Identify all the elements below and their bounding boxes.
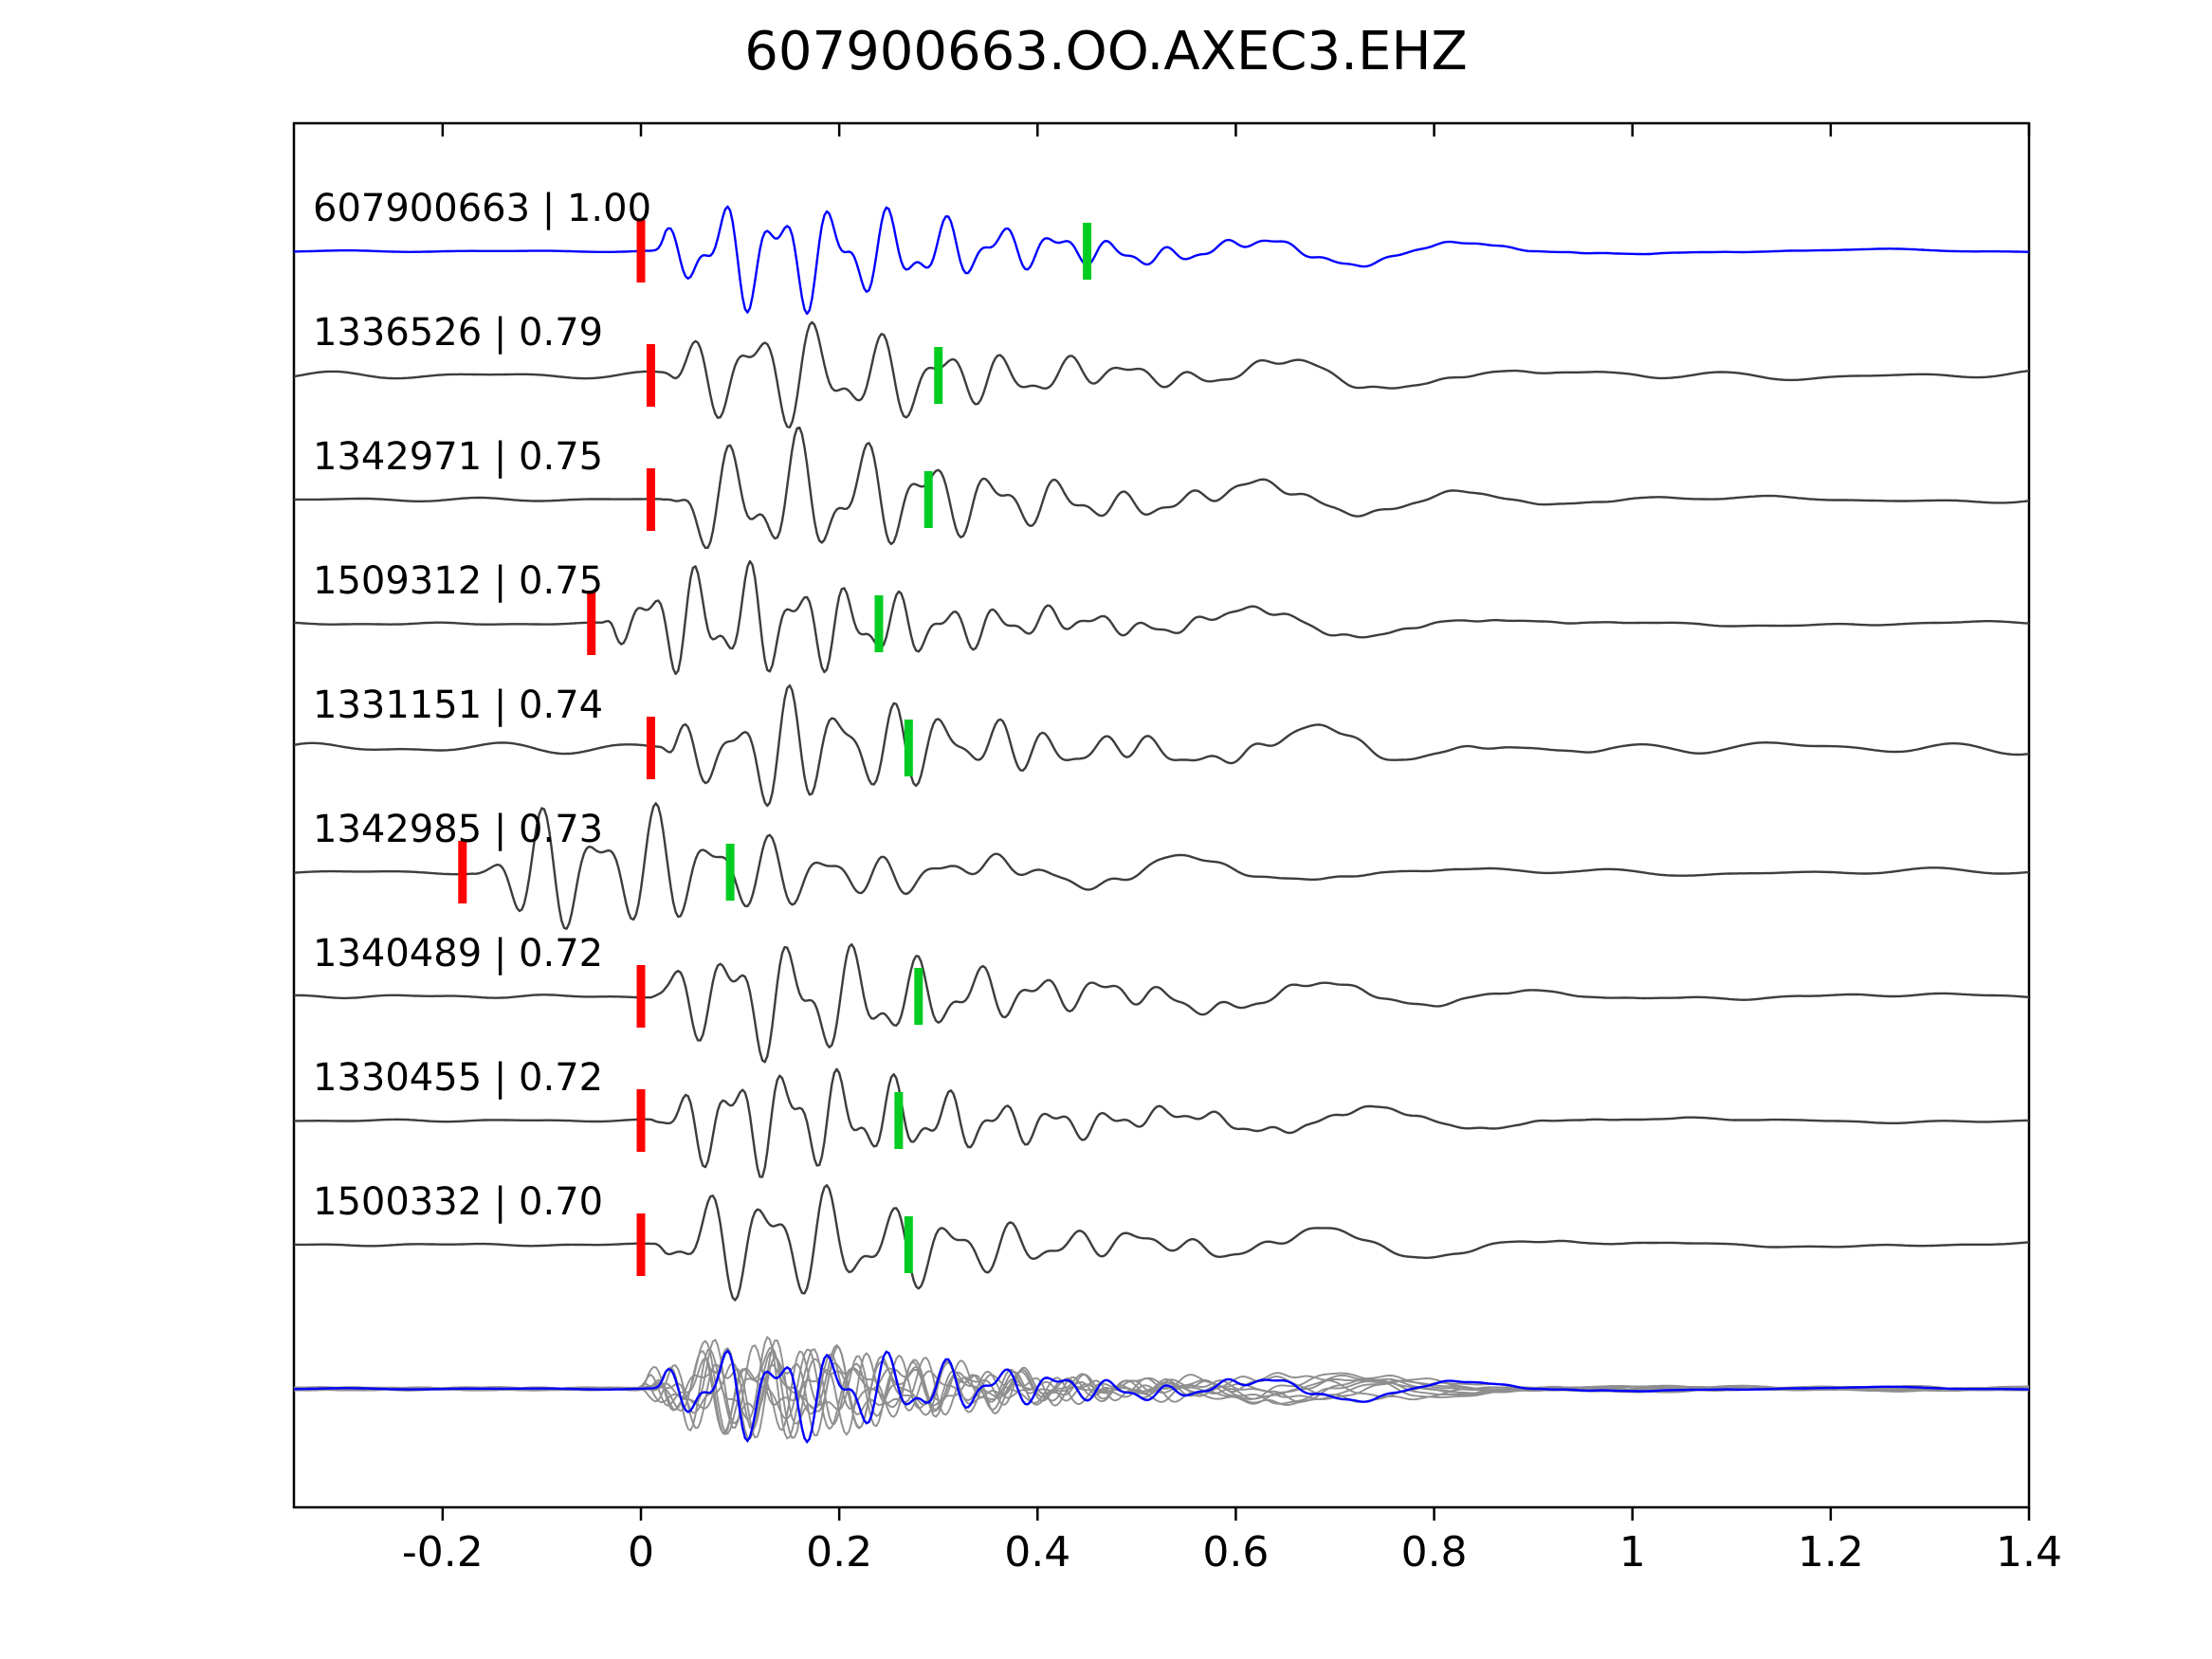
red-pick-1500332 — [636, 1213, 646, 1276]
trace-1342985 — [294, 802, 2029, 930]
red-pick-1509312 — [587, 592, 596, 655]
plot-border — [292, 121, 2031, 1509]
trace-1342971 — [294, 426, 2029, 550]
x-tick-label: 1 — [1619, 1528, 1646, 1577]
x-tick-label: 0.2 — [806, 1528, 872, 1577]
red-pick-1340489 — [636, 965, 646, 1028]
green-pick-1342985 — [725, 844, 735, 901]
x-tick-label: -0.2 — [402, 1528, 484, 1577]
trace-label-1330455: 1330455 | 0.72 — [313, 1056, 603, 1100]
green-pick-1509312 — [874, 595, 884, 652]
red-pick-1330455 — [636, 1089, 646, 1152]
green-pick-607900663 — [1083, 223, 1092, 280]
trace-1340489 — [294, 943, 2029, 1064]
x-tick-label: 1.4 — [1996, 1528, 2062, 1577]
trace-1331151 — [294, 684, 2029, 808]
green-pick-1500332 — [904, 1216, 913, 1273]
green-pick-1331151 — [904, 720, 913, 776]
red-pick-1336526 — [646, 344, 655, 407]
trace-label-1509312: 1509312 | 0.75 — [313, 559, 603, 603]
trace-label-607900663: 607900663 | 1.00 — [313, 187, 651, 230]
trace-607900663 — [294, 205, 2029, 316]
green-pick-1342971 — [923, 471, 933, 528]
trace-label-1342985: 1342985 | 0.73 — [313, 808, 603, 851]
x-tick-label: 0.6 — [1202, 1528, 1269, 1577]
stack-template-trace — [294, 1349, 2029, 1445]
trace-label-1342971: 1342971 | 0.75 — [313, 435, 603, 479]
red-pick-1342971 — [646, 468, 655, 531]
trace-group — [294, 205, 2029, 1445]
trace-1330455 — [294, 1067, 2029, 1178]
trace-label-1336526: 1336526 | 0.79 — [313, 311, 603, 355]
x-tick-label: 0.4 — [1004, 1528, 1070, 1577]
trace-label-1340489: 1340489 | 0.72 — [313, 932, 603, 975]
trace-1500332 — [294, 1184, 2029, 1302]
red-pick-607900663 — [636, 220, 646, 283]
red-pick-1342985 — [458, 841, 467, 903]
trace-label-1331151: 1331151 | 0.74 — [313, 684, 603, 727]
trace-1336526 — [294, 320, 2029, 428]
green-pick-1336526 — [934, 347, 943, 404]
stack-trace — [294, 1356, 2029, 1439]
x-tick-label: 0.8 — [1401, 1528, 1468, 1577]
x-tick-label: 1.2 — [1798, 1528, 1864, 1577]
trace-1509312 — [294, 559, 2029, 676]
green-pick-1330455 — [894, 1092, 904, 1149]
figure-title: 607900663.OO.AXEC3.EHZ — [744, 21, 1468, 82]
red-pick-1331151 — [646, 717, 655, 779]
x-tick-label: 0 — [628, 1528, 654, 1577]
green-pick-1340489 — [914, 968, 923, 1025]
trace-label-1500332: 1500332 | 0.70 — [313, 1180, 603, 1224]
